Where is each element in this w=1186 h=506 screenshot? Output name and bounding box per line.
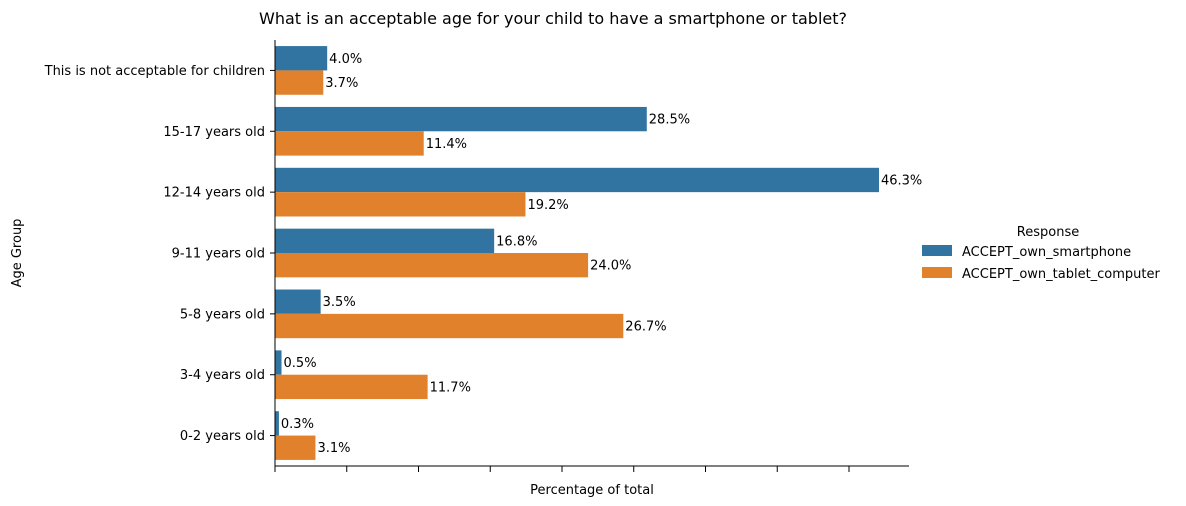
- chart-title: What is an acceptable age for your child…: [259, 9, 847, 28]
- data-label-accept-own-smartphone-5-8-years-old: 3.5%: [323, 295, 356, 310]
- legend: Response ACCEPT_own_smartphone ACCEPT_ow…: [922, 225, 1161, 282]
- y-tick-label-15-17-years-old: 15-17 years old: [163, 125, 265, 140]
- legend-title: Response: [1017, 225, 1079, 240]
- data-label-accept-own-tablet-computer-9-11-years-old: 24.0%: [590, 259, 631, 274]
- y-tick-label-9-11-years-old: 9-11 years old: [172, 247, 265, 262]
- bar-accept-own-tablet-computer-12-14-years-old: [275, 192, 526, 217]
- data-label-accept-own-tablet-computer-5-8-years-old: 26.7%: [625, 320, 666, 335]
- legend-label-tablet: ACCEPT_own_tablet_computer: [962, 267, 1161, 282]
- bar-accept-own-smartphone-3-4-years-old: [275, 350, 282, 375]
- bar-accept-own-tablet-computer-this-is-not-acceptable-for-children: [275, 70, 324, 95]
- bar-accept-own-smartphone-9-11-years-old: [275, 228, 495, 253]
- y-tick-label-this-is-not-acceptable-for-children: This is not acceptable for children: [44, 64, 265, 79]
- y-axis-label: Age Group: [10, 219, 25, 288]
- bar-accept-own-tablet-computer-9-11-years-old: [275, 253, 589, 278]
- legend-label-smartphone: ACCEPT_own_smartphone: [962, 245, 1131, 260]
- data-label-accept-own-smartphone-this-is-not-acceptable-for-children: 4.0%: [329, 52, 362, 67]
- bars-group: [275, 46, 879, 460]
- bar-accept-own-tablet-computer-15-17-years-old: [275, 131, 424, 156]
- legend-swatch-tablet: [922, 267, 952, 278]
- bar-accept-own-smartphone-0-2-years-old: [275, 411, 279, 436]
- bar-accept-own-tablet-computer-5-8-years-old: [275, 313, 624, 339]
- bar-accept-own-tablet-computer-0-2-years-old: [275, 435, 316, 460]
- data-label-accept-own-smartphone-3-4-years-old: 0.5%: [284, 356, 317, 371]
- bar-accept-own-smartphone-12-14-years-old: [275, 167, 879, 193]
- bar-accept-own-smartphone-this-is-not-acceptable-for-children: [275, 46, 328, 71]
- data-label-accept-own-smartphone-15-17-years-old: 28.5%: [649, 113, 690, 128]
- y-axis-ticks: This is not acceptable for children 15-17…: [44, 64, 275, 444]
- y-tick-label-12-14-years-old: 12-14 years old: [163, 186, 265, 201]
- bar-accept-own-smartphone-5-8-years-old: [275, 289, 321, 314]
- x-axis-ticks: [274, 466, 850, 472]
- data-label-accept-own-tablet-computer-15-17-years-old: 11.4%: [426, 137, 467, 152]
- y-tick-label-3-4-years-old: 3-4 years old: [180, 368, 265, 383]
- data-label-accept-own-smartphone-9-11-years-old: 16.8%: [496, 234, 537, 249]
- legend-swatch-smartphone: [922, 245, 952, 256]
- y-tick-label-5-8-years-old: 5-8 years old: [180, 307, 265, 322]
- x-axis-label: Percentage of total: [530, 483, 654, 498]
- bar-accept-own-smartphone-15-17-years-old: [275, 106, 647, 132]
- data-label-accept-own-tablet-computer-12-14-years-old: 19.2%: [527, 198, 568, 213]
- data-label-accept-own-tablet-computer-this-is-not-acceptable-for-children: 3.7%: [325, 76, 358, 91]
- data-label-accept-own-tablet-computer-3-4-years-old: 11.7%: [430, 380, 471, 395]
- bar-labels-group: 4.0% 3.7% 28.5% 11.4% 46.3% 19.2% 16.8% 24.0% 3.…: [281, 52, 922, 456]
- data-label-accept-own-smartphone-0-2-years-old: 0.3%: [281, 417, 314, 432]
- bar-accept-own-tablet-computer-3-4-years-old: [275, 374, 428, 400]
- y-tick-label-0-2-years-old: 0-2 years old: [180, 429, 265, 444]
- data-label-accept-own-smartphone-12-14-years-old: 46.3%: [881, 173, 922, 188]
- data-label-accept-own-tablet-computer-0-2-years-old: 3.1%: [317, 441, 350, 456]
